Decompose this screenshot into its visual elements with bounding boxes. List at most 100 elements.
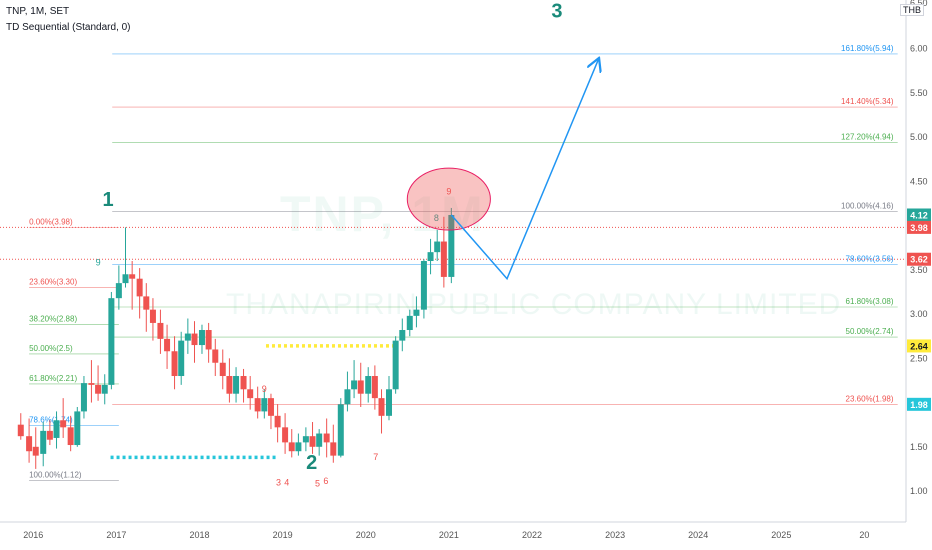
fib-left-label-4: 61.80%(2.21) xyxy=(29,374,77,383)
candle-body-33 xyxy=(247,389,254,399)
td-count-5: 3 xyxy=(276,478,281,488)
candle-body-12 xyxy=(101,384,108,394)
candle-body-23 xyxy=(178,340,185,377)
candle-body-49 xyxy=(357,380,364,394)
candle-body-55 xyxy=(399,330,406,341)
candle-body-13 xyxy=(108,298,115,385)
price-badge-bg-3 xyxy=(907,339,931,353)
x-tick-label-9: 2025 xyxy=(771,530,791,540)
price-badge-bg-2 xyxy=(907,252,931,266)
projection-arrow xyxy=(450,59,598,281)
fib-left-label-6: 100.00%(1.12) xyxy=(29,470,82,479)
fib-left-label-2: 38.20%(2.88) xyxy=(29,315,77,324)
candle-body-9 xyxy=(80,383,87,412)
candle-body-4 xyxy=(46,430,53,440)
candle-body-5 xyxy=(53,420,60,438)
candle-body-54 xyxy=(392,340,399,390)
y-tick-label-9: 5.50 xyxy=(910,88,928,98)
price-badge-bg-1 xyxy=(907,220,931,234)
candle-body-10 xyxy=(88,383,95,385)
x-tick-label-2: 2018 xyxy=(189,530,209,540)
candle-body-45 xyxy=(330,442,337,456)
y-tick-label-1: 1.50 xyxy=(910,442,928,452)
y-tick-label-5: 3.50 xyxy=(910,265,928,275)
candle-body-20 xyxy=(157,322,164,339)
symbol-legend[interactable]: TNP, 1M, SET xyxy=(6,6,70,17)
watermark-company: THANAPIRIN PUBLIC COMPANY LIMITED xyxy=(226,288,842,321)
candle-body-41 xyxy=(302,436,309,443)
candle-body-24 xyxy=(184,333,191,341)
candle-body-59 xyxy=(427,252,434,261)
candle-body-47 xyxy=(344,389,351,405)
y-tick-label-10: 6.00 xyxy=(910,44,928,54)
candle-body-17 xyxy=(136,278,143,297)
price-badge-3: 2.64 xyxy=(910,341,928,351)
y-tick-label-7: 4.50 xyxy=(910,176,928,186)
candle-body-46 xyxy=(337,404,344,456)
candle-body-30 xyxy=(226,376,233,394)
candle-body-43 xyxy=(316,433,323,447)
fib-right-label-4: 78.60%(3.56) xyxy=(846,255,894,264)
currency-unit-label[interactable]: THB xyxy=(900,4,924,16)
price-badge-1: 3.98 xyxy=(910,223,928,233)
candle-body-28 xyxy=(212,349,219,363)
candle-body-0 xyxy=(17,424,24,437)
candle-body-39 xyxy=(288,442,295,452)
fib-right-label-5: 61.80%(3.08) xyxy=(846,297,894,306)
fib-left-label-1: 23.60%(3.30) xyxy=(29,278,77,287)
candle-body-51 xyxy=(371,376,378,399)
fib-left-label-5: 78.6%(1.74) xyxy=(29,416,73,425)
x-tick-label-7: 2023 xyxy=(605,530,625,540)
candle-body-60 xyxy=(434,241,441,253)
candle-body-26 xyxy=(198,330,205,346)
candle-body-42 xyxy=(309,436,316,447)
candle-body-61 xyxy=(440,241,447,277)
candle-body-21 xyxy=(164,338,171,352)
candle-body-29 xyxy=(219,362,226,377)
td-count-7: 5 xyxy=(315,479,320,489)
y-tick-label-8: 5.00 xyxy=(910,132,928,142)
fib-right-label-6: 50.00%(2.74) xyxy=(846,327,894,336)
x-tick-label-1: 2017 xyxy=(106,530,126,540)
candle-body-8 xyxy=(74,411,81,446)
candle-body-27 xyxy=(205,330,212,350)
candle-body-15 xyxy=(122,274,129,284)
candle-body-58 xyxy=(420,261,427,310)
candle-body-50 xyxy=(365,376,372,394)
candle-body-31 xyxy=(233,376,240,394)
fib-left-label-3: 50.00%(2.5) xyxy=(29,344,73,353)
price-badge-4: 1.98 xyxy=(910,400,928,410)
td-count-4: 7 xyxy=(373,452,378,462)
fib-right-label-3: 100.00%(4.16) xyxy=(841,201,894,210)
candle-body-1 xyxy=(26,436,33,452)
candle-body-52 xyxy=(378,398,385,416)
y-tick-label-3: 2.50 xyxy=(910,353,928,363)
fib-right-label-1: 141.40%(5.34) xyxy=(841,97,894,106)
candle-body-44 xyxy=(323,433,330,443)
price-badge-0: 4.12 xyxy=(910,210,928,220)
candle-body-37 xyxy=(274,415,281,428)
x-tick-label-3: 2019 xyxy=(273,530,293,540)
candle-body-35 xyxy=(261,398,268,412)
candle-body-18 xyxy=(143,296,150,310)
candle-body-62 xyxy=(448,214,455,277)
td-count-0: 9 xyxy=(446,187,451,197)
x-tick-label-10: 20 xyxy=(859,530,869,540)
highlight-circle xyxy=(406,167,491,231)
candle-body-38 xyxy=(282,427,289,443)
candle-body-53 xyxy=(385,389,392,416)
candle-body-16 xyxy=(129,274,136,279)
indicator-legend[interactable]: TD Sequential (Standard, 0) xyxy=(6,22,131,33)
wave-label-1: 1 xyxy=(102,189,113,211)
candle-body-56 xyxy=(406,315,413,331)
fib-right-label-7: 23.60%(1.98) xyxy=(846,394,894,403)
candle-body-40 xyxy=(295,442,302,452)
td-count-3: 9 xyxy=(262,384,267,394)
x-tick-label-5: 2021 xyxy=(439,530,459,540)
candle-body-57 xyxy=(413,309,420,316)
candle-body-48 xyxy=(351,380,358,390)
y-tick-label-0: 1.00 xyxy=(910,486,928,496)
candle-body-34 xyxy=(254,398,261,412)
candle-body-19 xyxy=(149,309,156,323)
